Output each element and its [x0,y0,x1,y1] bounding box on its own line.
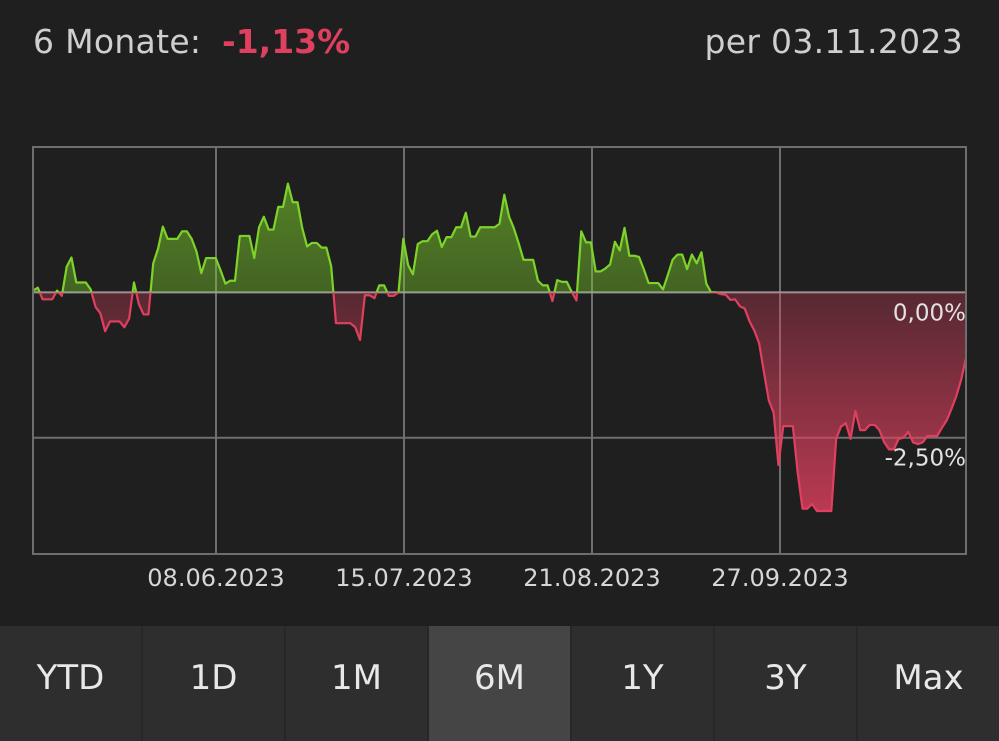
as-of-date: per 03.11.2023 [704,22,963,61]
tab-label: 1Y [621,658,664,698]
tab-ytd[interactable]: YTD [0,626,143,741]
period-label: 6 Monate: [33,22,202,61]
y-tick-label: 0,00% [893,300,966,326]
x-tick-label: 15.07.2023 [335,564,472,592]
tab-1m[interactable]: 1M [286,626,429,741]
area-positive [33,183,966,293]
timeframe-tabs: YTD 1D 1M 6M 1Y 3Y Max [0,626,999,741]
tab-3y[interactable]: 3Y [715,626,858,741]
tab-max[interactable]: Max [858,626,999,741]
series-line-negative [38,292,968,513]
tab-1y[interactable]: 1Y [572,626,715,741]
x-tick-label: 08.06.2023 [147,564,284,592]
tab-label: 1M [331,658,382,698]
tab-label: Max [893,658,964,698]
performance-value: -1,13% [222,22,351,61]
chart-header: 6 Monate: -1,13% per 03.11.2023 [0,0,999,90]
tab-label: 3Y [764,658,807,698]
series-line-positive [32,182,720,293]
tab-label: 1D [189,658,238,698]
tab-label: 6M [474,658,525,698]
tab-6m[interactable]: 6M [429,626,572,741]
tab-1d[interactable]: 1D [143,626,286,741]
y-tick-label: -2,50% [885,446,966,472]
plot-frame [32,146,967,555]
area-negative [39,292,966,511]
x-tick-label: 27.09.2023 [711,564,848,592]
performance-chart: 08.06.2023 15.07.2023 21.08.2023 27.09.2023… [32,146,968,592]
x-tick-label: 21.08.2023 [523,564,660,592]
tab-label: YTD [36,658,105,698]
